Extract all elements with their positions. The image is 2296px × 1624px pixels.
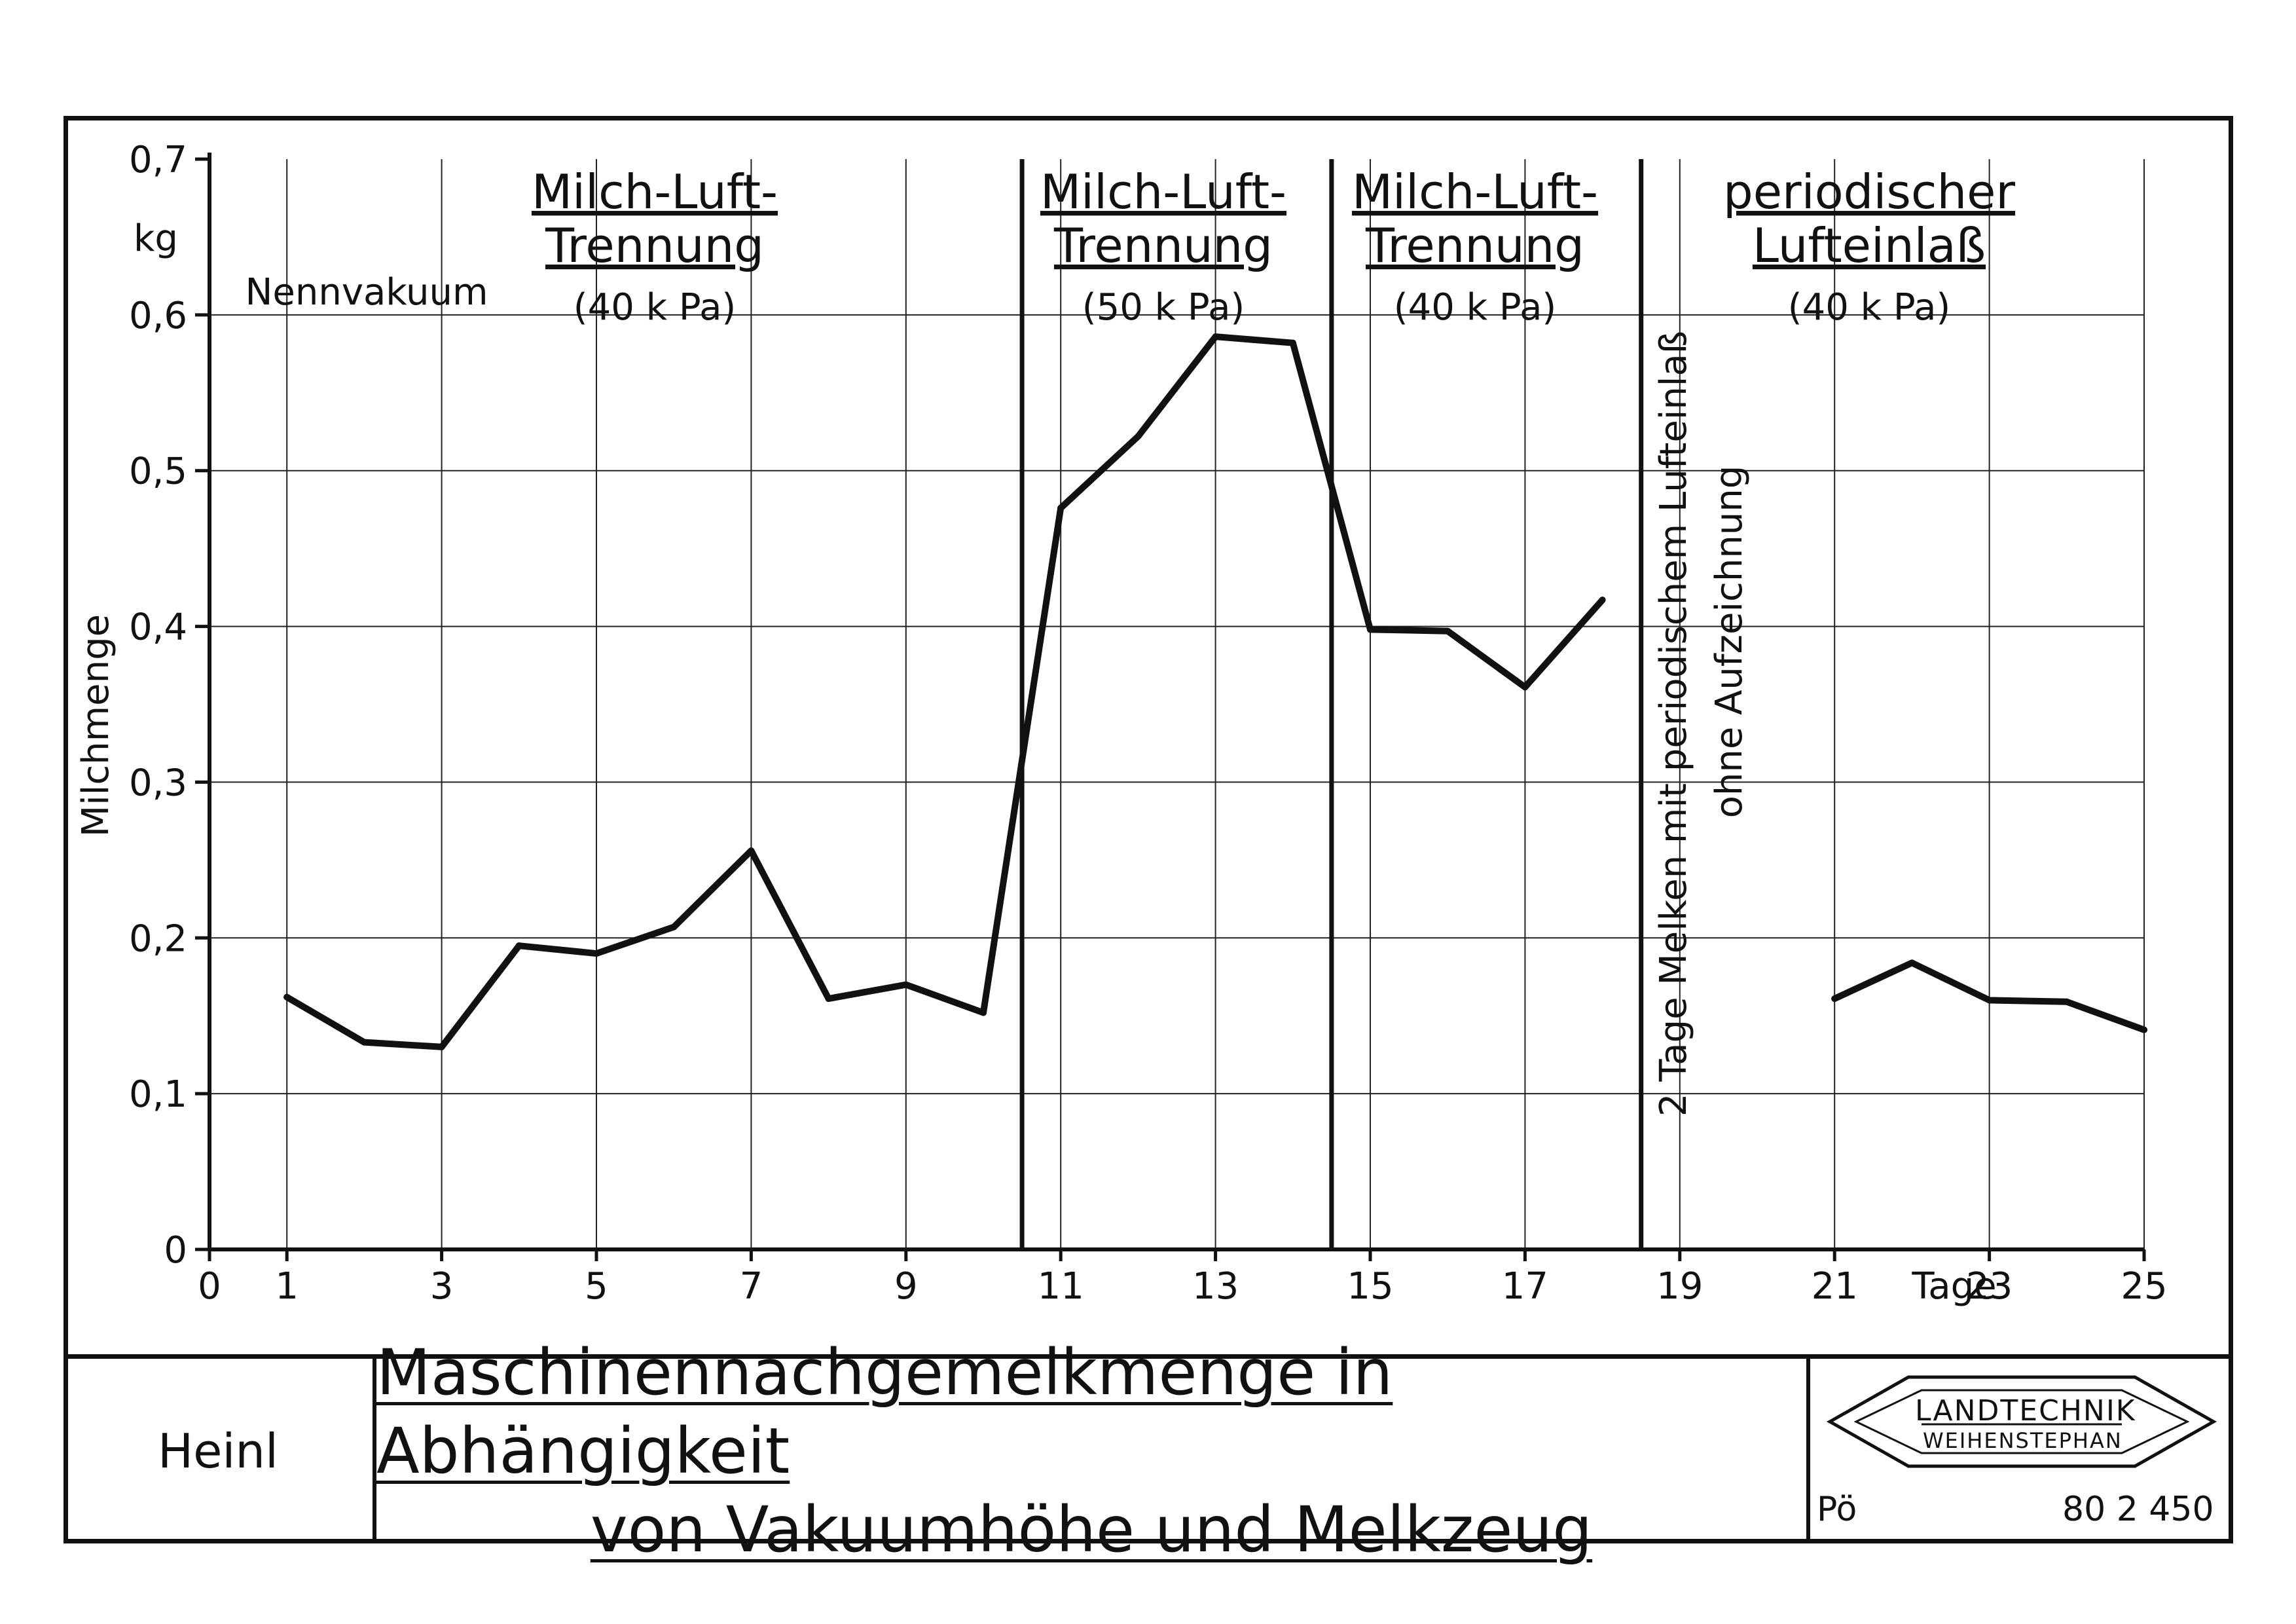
x-tick-label: 17 [1502,1265,1548,1308]
x-tick-label: 21 [1812,1265,1858,1308]
code-right: 80 2 450 [2062,1490,2214,1529]
x-tick-label: 15 [1347,1265,1393,1308]
logo-inner-hexagon [1853,1389,2190,1454]
y-tick-label: 0,2 [129,917,187,960]
y-tick-label: 0,1 [129,1073,187,1116]
data-point [1522,684,1529,691]
x-tick-label: 7 [740,1265,763,1308]
y-axis-label: Milchmenge [75,614,117,837]
landtechnik-logo [1826,1375,2217,1468]
data-point [980,1009,987,1016]
section-label-4-line2: Lufteinlaß [1753,218,1986,273]
drawing-frame [64,116,2233,1543]
data-point [593,950,600,957]
x-unit-label: Tage [1911,1265,1996,1308]
section-label-3-line3: (40 k Pa) [1394,286,1557,329]
data-point [1444,627,1451,635]
section-label-3-line2: Trennung [1365,218,1584,273]
data-point [283,993,291,1001]
x-tick-label: 0 [198,1265,221,1308]
x-tick-label: 19 [1656,1265,1703,1308]
data-point [361,1039,368,1046]
data-point [825,995,832,1003]
y-tick-label: 0,5 [129,451,187,493]
y-tick-label: 0,6 [129,295,187,337]
x-tick-label: 25 [2121,1265,2167,1308]
y-unit-label: kg [134,217,178,260]
code-left: Pö [1817,1490,1857,1529]
title-cell: Maschinennachgemelkmenge in Abhängigkeit… [376,1336,1810,1566]
section-label-3-line1: Milch-Luft- [1352,164,1598,219]
title-line-2: von Vakuumhöhe und Melkzeug [590,1493,1593,1566]
data-point [2063,998,2070,1005]
section-label-1-line2: Trennung [545,218,764,273]
title-line-1: Maschinennachgemelkmenge in Abhängigkeit [376,1336,1393,1488]
y-tick-label: 0,4 [129,606,187,649]
author-cell: Heinl [64,1359,376,1543]
line-chart: 00,10,20,30,40,50,60,70 1 3 5 7 9 11 13 15 17 19 21… [75,139,2168,1308]
vertical-note-2: ohne Aufzeichnung [1708,466,1751,819]
data-point [1599,597,1606,604]
section-label-1-line3: (40 k Pa) [574,286,737,329]
section-label-1-line1: Milch-Luft- [532,164,778,219]
data-point [670,923,678,931]
y-tick-label: 0 [164,1229,187,1272]
data-point [2141,1026,2147,1033]
data-point [1289,339,1296,346]
data-point [748,847,755,855]
logo-line-1: LANDTECHNIK [1915,1394,2136,1428]
section-label-4-line3: (40 k Pa) [1788,286,1951,329]
section-label-2-line1: Milch-Luft- [1040,164,1286,219]
data-point [1831,995,1838,1003]
y-tick-label: 0,7 [129,139,187,181]
data-point [1057,504,1065,511]
logo-line-2: WEIHENSTEPHAN [1923,1428,2123,1453]
data-point [1135,433,1142,440]
x-tick-label: 9 [894,1265,918,1308]
logo-outer-hexagon [1826,1375,2217,1468]
x-tick-label: 1 [275,1265,299,1308]
x-tick-label: 11 [1038,1265,1084,1308]
data-point [1212,333,1219,341]
vertical-note-1: 2 Tage Melken mit periodischem Lufteinla… [1652,331,1695,1116]
data-point [438,1043,445,1050]
data-point [1367,626,1374,633]
section-label-2-line2: Trennung [1053,218,1273,273]
section-label-4-line1: periodischer [1723,164,2015,219]
data-point [1986,997,1993,1004]
data-point [1908,959,1916,967]
x-tick-label: 13 [1192,1265,1239,1308]
logo-cell: LANDTECHNIK WEIHENSTEPHAN Pö 80 2 450 [1810,1359,2233,1543]
author-name: Heinl [157,1424,279,1479]
annotation-nennvakuum: Nennvakuum [245,271,488,314]
section-label-2-line3: (50 k Pa) [1082,286,1245,329]
data-point [902,981,909,988]
y-tick-label: 0,3 [129,762,187,804]
x-tick-label: 5 [585,1265,608,1308]
x-tick-label: 23 [1966,1265,2013,1308]
data-point [515,942,522,950]
title-block: Heinl Maschinennachgemelkmenge in Abhäng… [64,1336,2233,1566]
data-series-line [283,333,1606,1050]
x-tick-label: 3 [430,1265,454,1308]
